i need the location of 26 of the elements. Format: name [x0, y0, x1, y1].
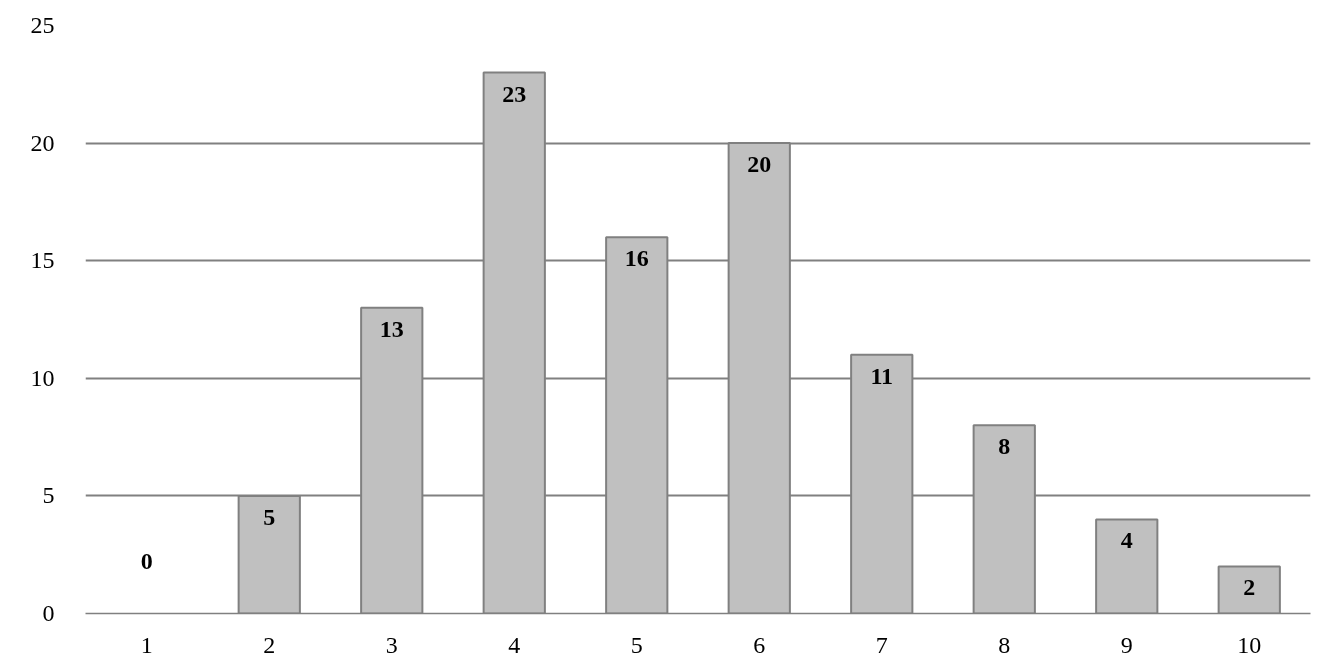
data-label: 0: [140, 547, 153, 574]
data-label: 2: [1243, 574, 1256, 601]
y-tick-label: 0: [42, 600, 55, 626]
y-tick-label: 25: [30, 12, 55, 38]
x-tick-label: 10: [1237, 631, 1262, 658]
y-tick-label: 15: [30, 247, 55, 274]
y-tick-label: 5: [42, 482, 55, 509]
y-tick-label: 10: [30, 364, 55, 391]
y-tick-label: 20: [30, 129, 55, 156]
x-tick-label: 7: [875, 631, 888, 658]
x-tick-label: 9: [1120, 631, 1133, 658]
data-label: 16: [624, 245, 649, 272]
x-tick-label: 1: [140, 631, 153, 658]
data-label: 23: [502, 80, 527, 107]
data-label: 13: [379, 315, 404, 342]
data-label: 5: [263, 503, 276, 530]
x-tick-label: 4: [508, 631, 521, 658]
data-label: 11: [870, 362, 894, 389]
x-tick-label: 5: [630, 631, 643, 658]
data-label: 8: [998, 433, 1011, 460]
data-label: 20: [747, 151, 772, 178]
x-tick-label: 8: [998, 631, 1011, 658]
data-label: 4: [1120, 527, 1133, 554]
x-tick-label: 6: [753, 631, 766, 658]
x-tick-label: 3: [385, 631, 398, 658]
x-tick-label: 2: [263, 631, 276, 658]
